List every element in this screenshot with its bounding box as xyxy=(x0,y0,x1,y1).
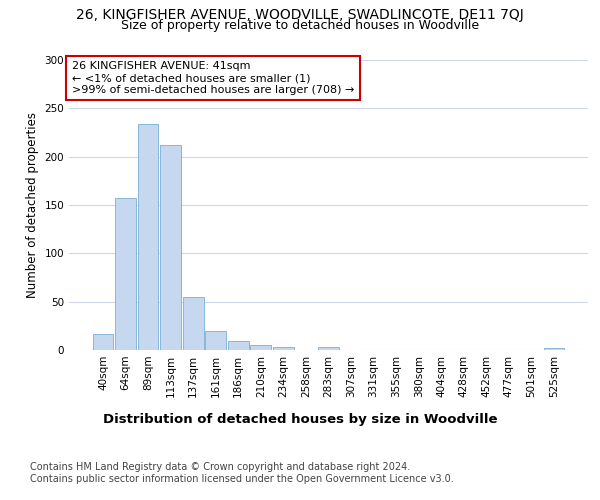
Y-axis label: Number of detached properties: Number of detached properties xyxy=(26,112,39,298)
Text: Distribution of detached houses by size in Woodville: Distribution of detached houses by size … xyxy=(103,412,497,426)
Bar xyxy=(250,345,271,350)
Bar xyxy=(92,334,113,350)
Bar xyxy=(183,297,203,350)
Text: Contains HM Land Registry data © Crown copyright and database right 2024.: Contains HM Land Registry data © Crown c… xyxy=(30,462,410,472)
Bar xyxy=(205,330,226,350)
Bar xyxy=(228,342,248,350)
Text: Contains public sector information licensed under the Open Government Licence v3: Contains public sector information licen… xyxy=(30,474,454,484)
Bar xyxy=(318,347,339,350)
Bar xyxy=(273,347,294,350)
Text: 26 KINGFISHER AVENUE: 41sqm
← <1% of detached houses are smaller (1)
>99% of sem: 26 KINGFISHER AVENUE: 41sqm ← <1% of det… xyxy=(71,62,354,94)
Bar xyxy=(544,348,565,350)
Bar xyxy=(137,124,158,350)
Text: 26, KINGFISHER AVENUE, WOODVILLE, SWADLINCOTE, DE11 7QJ: 26, KINGFISHER AVENUE, WOODVILLE, SWADLI… xyxy=(76,8,524,22)
Bar xyxy=(115,198,136,350)
Bar xyxy=(160,145,181,350)
Text: Size of property relative to detached houses in Woodville: Size of property relative to detached ho… xyxy=(121,18,479,32)
